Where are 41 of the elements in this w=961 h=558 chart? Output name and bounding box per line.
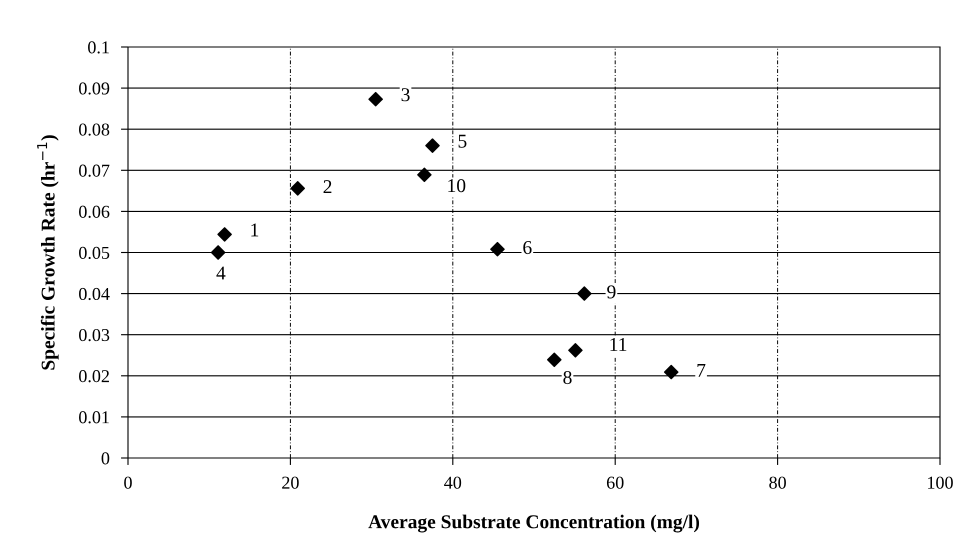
y-tick-label: 0.09 (79, 82, 110, 95)
annotation: 11 (610, 338, 626, 351)
y-tick-label: 0.08 (79, 123, 110, 136)
y-tick-label: 0.1 (88, 41, 109, 54)
y-tick-label: 0.05 (79, 246, 110, 260)
x-axis-title: Average Substrate Concentration (mg/l) (368, 514, 700, 532)
point (368, 92, 383, 106)
y-tick-label: 0.07 (79, 164, 110, 177)
annotation: 9 (607, 285, 616, 298)
y-axis-title: Specific Growth Rate (hr$^{−1}$) (37, 135, 59, 370)
annotation: 8 (563, 370, 572, 384)
point (568, 343, 583, 358)
point (417, 168, 432, 182)
annotation: 10 (448, 179, 466, 192)
y-tick-label: 0.03 (79, 328, 110, 342)
point (490, 242, 505, 256)
point (664, 364, 679, 380)
y-tick-label: 0 (102, 452, 110, 464)
y-tick-label: 0.06 (79, 206, 110, 218)
point (425, 138, 440, 153)
annotation: 3 (402, 88, 410, 102)
annotation: 5 (458, 134, 466, 148)
annotation: 4 (216, 266, 226, 280)
annotation: 2 (324, 180, 332, 194)
y-tick-label: 0.02 (79, 370, 109, 382)
point (210, 245, 226, 260)
point (290, 181, 305, 196)
x-tick-label: 60 (606, 476, 624, 489)
annotation: 7 (698, 364, 706, 377)
point (547, 352, 562, 368)
y-tick-label: 0.04 (79, 288, 110, 300)
x-tick-label: 100 (928, 476, 953, 489)
y-tick-label: 0.01 (79, 411, 109, 424)
annotation: 6 (523, 241, 532, 254)
x-tick-label: 40 (444, 476, 462, 489)
x-tick-label: 0 (124, 476, 132, 489)
point (217, 227, 232, 242)
x-tick-label: 80 (769, 476, 786, 489)
annotation: 1 (251, 223, 258, 236)
x-tick-label: 20 (282, 476, 299, 489)
point (577, 286, 592, 301)
